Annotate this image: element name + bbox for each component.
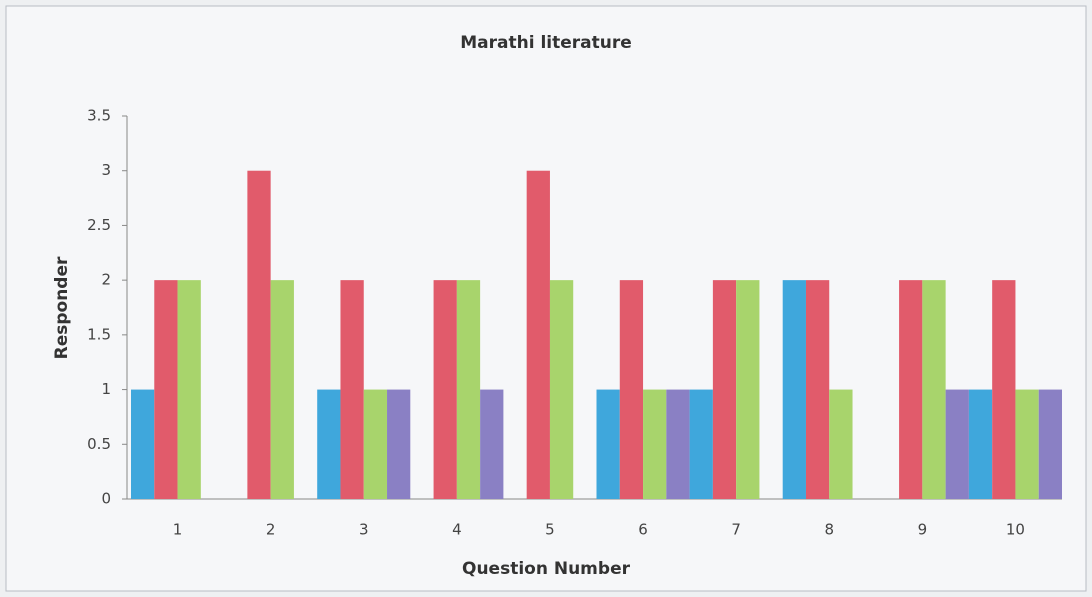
x-tick-label: 5 <box>545 521 555 539</box>
bar <box>922 280 946 499</box>
x-tick-label: 1 <box>173 521 183 539</box>
bar <box>829 389 853 499</box>
bar <box>596 389 620 499</box>
bar <box>899 280 923 499</box>
bar <box>270 280 294 499</box>
bar <box>131 389 155 499</box>
y-tick-label: 0.5 <box>87 435 111 453</box>
bar <box>526 170 550 499</box>
bar <box>712 280 737 499</box>
bar <box>992 280 1016 499</box>
bar <box>1015 389 1039 499</box>
bar <box>387 389 411 499</box>
bar <box>945 389 969 499</box>
bar <box>340 280 364 499</box>
y-tick-label: 1.5 <box>87 325 111 343</box>
x-tick-label: 9 <box>918 521 928 539</box>
y-tick-label: 2 <box>101 271 111 289</box>
bar <box>177 280 201 499</box>
bar <box>619 280 644 499</box>
bar <box>689 389 713 499</box>
y-axis-label: Responder <box>52 256 72 359</box>
bar <box>805 280 830 499</box>
chart-title: Marathi literature <box>460 33 632 53</box>
bar <box>736 280 760 499</box>
bar <box>643 389 667 499</box>
x-tick-label: 10 <box>1006 521 1025 539</box>
bar <box>480 389 504 499</box>
bar <box>782 280 806 499</box>
bar <box>549 280 574 499</box>
bar <box>433 280 457 499</box>
bar <box>968 389 993 499</box>
x-tick-label: 6 <box>638 521 648 539</box>
bar <box>1038 389 1062 499</box>
y-tick-label: 0 <box>101 490 111 508</box>
x-tick-label: 2 <box>266 521 276 539</box>
y-tick-label: 3 <box>101 161 111 179</box>
y-tick-label: 3.5 <box>87 107 111 125</box>
x-tick-label: 3 <box>359 521 369 539</box>
y-tick-label: 2.5 <box>87 216 111 234</box>
x-tick-label: 4 <box>452 521 462 539</box>
bar <box>456 280 481 499</box>
x-tick-label: 8 <box>824 521 834 539</box>
bar <box>363 389 388 499</box>
bar <box>247 170 271 499</box>
bar <box>317 389 341 499</box>
y-tick-label: 1 <box>101 380 111 398</box>
x-axis-label: Question Number <box>462 559 631 579</box>
x-tick-label: 7 <box>731 521 741 539</box>
bar <box>154 280 178 499</box>
bar <box>666 389 690 499</box>
